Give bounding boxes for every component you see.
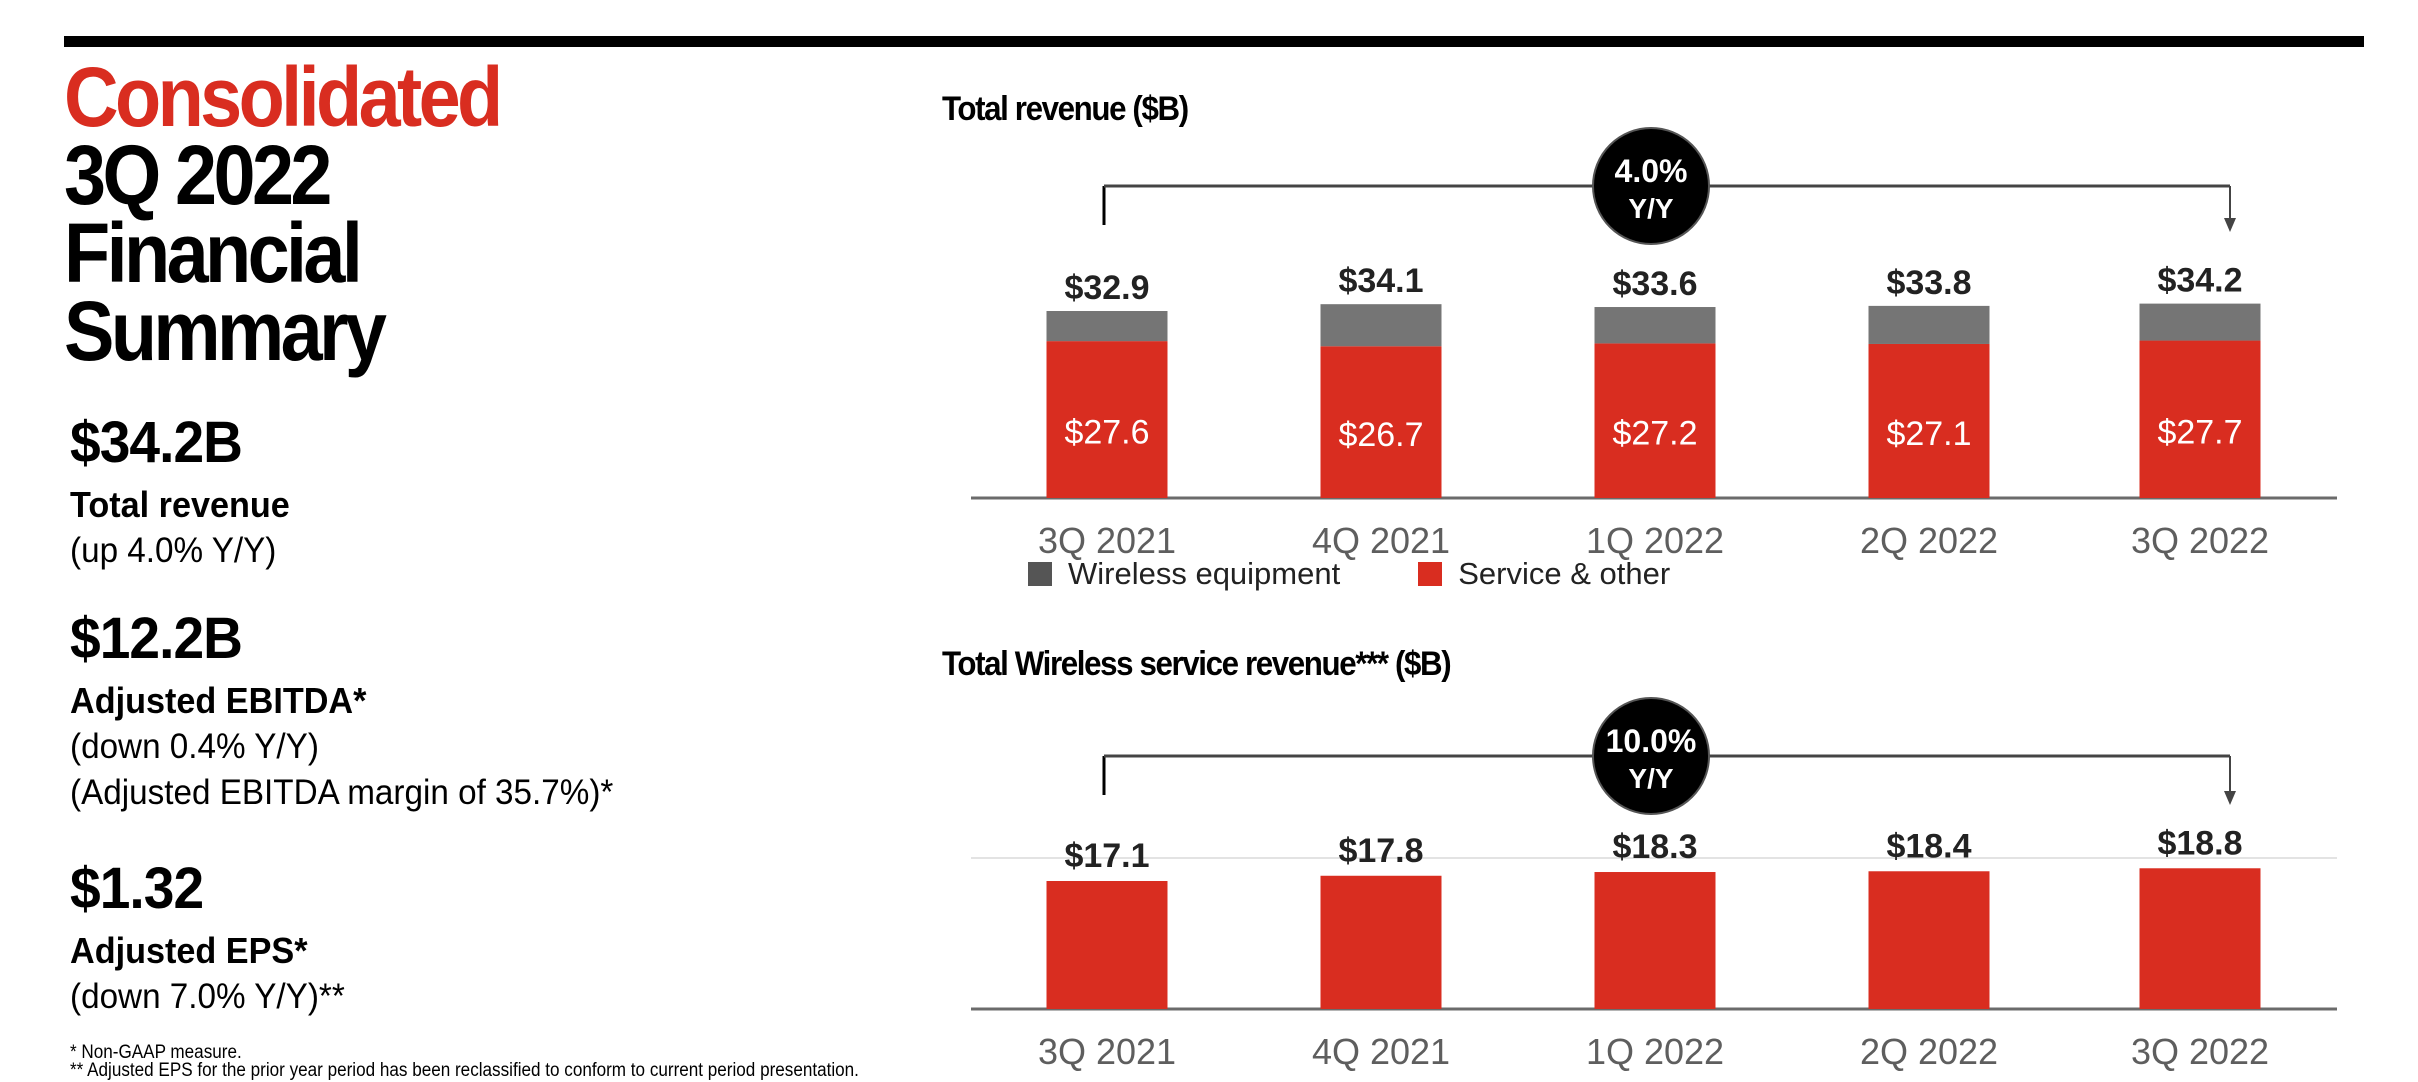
bar-wireless-service (1046, 881, 1168, 1009)
legend-item-service-other: Service & other (1418, 556, 1670, 592)
growth-badge-value: 10.0% (1606, 723, 1697, 759)
x-tick-label: 2Q 2022 (1860, 520, 1998, 561)
bar-wireless-service (1868, 871, 1990, 1009)
bar-wireless-service (2139, 868, 2261, 1009)
metric-total-revenue: $34.2B Total revenue (up 4.0% Y/Y) (70, 412, 301, 574)
service-value-label: $27.6 (1064, 414, 1149, 452)
metric-note: (down 7.0% Y/Y)** (70, 977, 345, 1016)
bar-wireless-service (1594, 872, 1716, 1009)
bar-service-other (1320, 346, 1442, 498)
title-line-summary: Summary (64, 284, 387, 378)
growth-badge-unit: Y/Y (1628, 193, 1673, 224)
metric-adjusted-ebitda: $12.2B Adjusted EBITDA* (down 0.4% Y/Y) … (70, 608, 642, 816)
bar-wireless-equipment (1046, 311, 1168, 342)
chart-legend: Wireless equipment Service & other (1028, 556, 1748, 592)
x-tick-label: 1Q 2022 (1586, 1031, 1724, 1072)
chart-title-wireless-service-revenue: Total Wireless service revenue*** ($B) (942, 645, 1452, 683)
legend-label: Service & other (1458, 556, 1671, 591)
x-tick-label: 3Q 2022 (2131, 1031, 2269, 1072)
metric-label: Adjusted EPS* (70, 930, 308, 971)
value-label: $17.8 (1338, 832, 1423, 870)
total-label: $32.9 (1064, 269, 1149, 307)
service-value-label: $27.1 (1886, 415, 1971, 453)
value-label: $18.4 (1886, 827, 1971, 865)
footnote-non-gaap: * Non-GAAP measure. (70, 1042, 242, 1063)
x-tick-label: 3Q 2022 (2131, 520, 2269, 561)
metric-note: (Adjusted EBITDA margin of 35.7%)* (70, 773, 614, 812)
metric-value: $34.2B (70, 410, 243, 475)
growth-badge-value: 4.0% (1615, 153, 1688, 189)
x-tick-label: 3Q 2021 (1038, 1031, 1176, 1072)
legend-item-wireless-equipment: Wireless equipment (1028, 556, 1340, 592)
service-value-label: $26.7 (1338, 416, 1423, 454)
value-label: $17.1 (1064, 837, 1149, 875)
title-line-consolidated: Consolidated (64, 50, 503, 144)
bar-service-other (1594, 343, 1716, 498)
bar-service-other (1868, 343, 1990, 498)
bar-wireless-equipment (1868, 305, 1990, 344)
page-title: Consolidated 3Q 2022 Financial Summary (64, 50, 548, 378)
metric-note: (up 4.0% Y/Y) (70, 531, 277, 570)
value-label: $18.3 (1612, 828, 1697, 866)
metric-value: $1.32 (70, 856, 204, 921)
service-value-label: $27.7 (2157, 413, 2242, 451)
x-tick-label: 4Q 2021 (1312, 520, 1450, 561)
legend-swatch-equipment (1028, 562, 1052, 586)
title-line-period: 3Q 2022 (64, 128, 332, 222)
total-label: $33.6 (1612, 265, 1697, 303)
growth-badge (1592, 697, 1710, 815)
legend-swatch-service (1418, 562, 1443, 586)
x-tick-label: 1Q 2022 (1586, 520, 1724, 561)
total-label: $34.1 (1338, 262, 1423, 300)
metric-adjusted-eps: $1.32 Adjusted EPS* (down 7.0% Y/Y)** (70, 858, 359, 1020)
top-rule (64, 36, 2364, 47)
growth-badge (1592, 127, 1710, 245)
title-line-financial: Financial (64, 206, 363, 300)
total-label: $34.2 (2157, 262, 2242, 300)
service-value-label: $27.2 (1612, 415, 1697, 453)
x-tick-label: 3Q 2021 (1038, 520, 1176, 561)
metric-label: Total revenue (70, 484, 290, 525)
growth-badge-unit: Y/Y (1628, 763, 1673, 794)
bar-wireless-equipment (2139, 303, 2261, 341)
arrow-down-icon (2224, 218, 2236, 232)
bar-service-other (1046, 341, 1168, 498)
metric-label: Adjusted EBITDA* (70, 680, 367, 721)
bar-wireless-equipment (1320, 304, 1442, 347)
metric-note: (down 0.4% Y/Y) (70, 727, 319, 766)
bar-wireless-equipment (1594, 307, 1716, 344)
bar-service-other (2139, 340, 2261, 498)
x-tick-label: 4Q 2021 (1312, 1031, 1450, 1072)
arrow-down-icon (2224, 791, 2236, 805)
value-label: $18.8 (2157, 824, 2242, 862)
chart-title-total-revenue: Total revenue ($B) (942, 90, 1189, 128)
x-tick-label: 2Q 2022 (1860, 1031, 1998, 1072)
total-label: $33.8 (1886, 264, 1971, 302)
metric-value: $12.2B (70, 606, 243, 671)
bar-wireless-service (1320, 875, 1442, 1009)
legend-label: Wireless equipment (1068, 556, 1341, 591)
